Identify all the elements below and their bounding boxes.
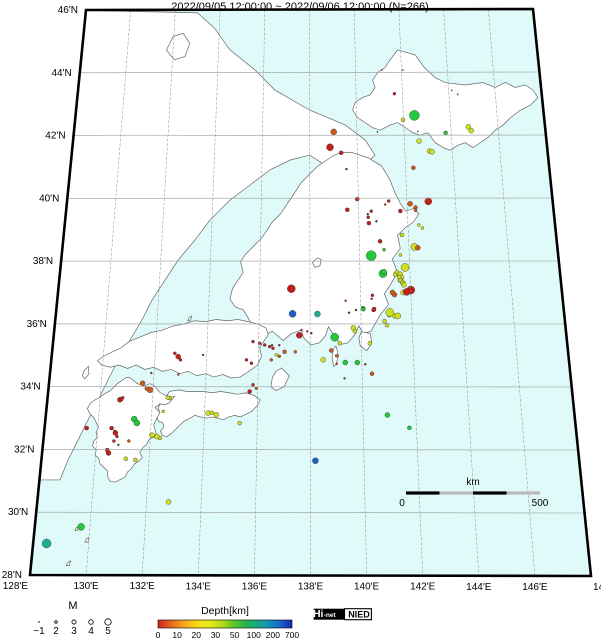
svg-text:~1: ~1 <box>33 626 45 637</box>
svg-text:NIED: NIED <box>348 610 370 620</box>
svg-text:50: 50 <box>230 630 240 640</box>
svg-text:30'N: 30'N <box>8 507 28 518</box>
svg-text:28'N: 28'N <box>2 570 22 581</box>
svg-text:20: 20 <box>192 630 202 640</box>
svg-text:144'E: 144'E <box>466 582 492 593</box>
svg-text:32'N: 32'N <box>14 444 34 455</box>
svg-text:2: 2 <box>53 626 59 637</box>
svg-text:500: 500 <box>532 498 549 509</box>
svg-text:36'N: 36'N <box>27 319 47 330</box>
svg-text:138'E: 138'E <box>298 582 324 593</box>
svg-text:M: M <box>68 600 77 612</box>
svg-text:132'E: 132'E <box>130 581 156 592</box>
svg-text:0: 0 <box>156 630 161 640</box>
svg-text:Depth[km]: Depth[km] <box>201 605 249 617</box>
svg-text:130'E: 130'E <box>73 581 99 592</box>
svg-text:3: 3 <box>71 626 77 637</box>
svg-text:5: 5 <box>105 626 111 637</box>
svg-text:128'E: 128'E <box>3 581 29 592</box>
svg-text:142'E: 142'E <box>410 582 436 593</box>
svg-text:136'E: 136'E <box>242 581 268 592</box>
svg-text:2022/09/05 12:00:00 ~ 2022/09/: 2022/09/05 12:00:00 ~ 2022/09/06 12:00:0… <box>171 1 429 13</box>
svg-text:700: 700 <box>285 630 299 640</box>
svg-text:-net: -net <box>324 612 337 619</box>
svg-text:134'E: 134'E <box>186 581 212 592</box>
svg-text:0: 0 <box>399 498 405 509</box>
svg-text:46'N: 46'N <box>58 5 78 16</box>
svg-text:34'N: 34'N <box>20 382 40 393</box>
svg-text:38'N: 38'N <box>33 256 53 267</box>
svg-text:30: 30 <box>211 630 221 640</box>
svg-text:Hi: Hi <box>313 608 324 620</box>
svg-text:10: 10 <box>172 630 182 640</box>
svg-text:140'E: 140'E <box>354 582 380 593</box>
svg-text:148'E: 148'E <box>593 582 601 593</box>
svg-text:km: km <box>466 477 479 488</box>
svg-text:40'N: 40'N <box>39 193 59 204</box>
svg-text:100: 100 <box>247 630 261 640</box>
svg-text:42'N: 42'N <box>45 131 65 142</box>
svg-text:200: 200 <box>266 630 280 640</box>
svg-text:4: 4 <box>88 626 94 637</box>
svg-text:44'N: 44'N <box>52 68 72 79</box>
svg-text:146'E: 146'E <box>522 582 548 593</box>
